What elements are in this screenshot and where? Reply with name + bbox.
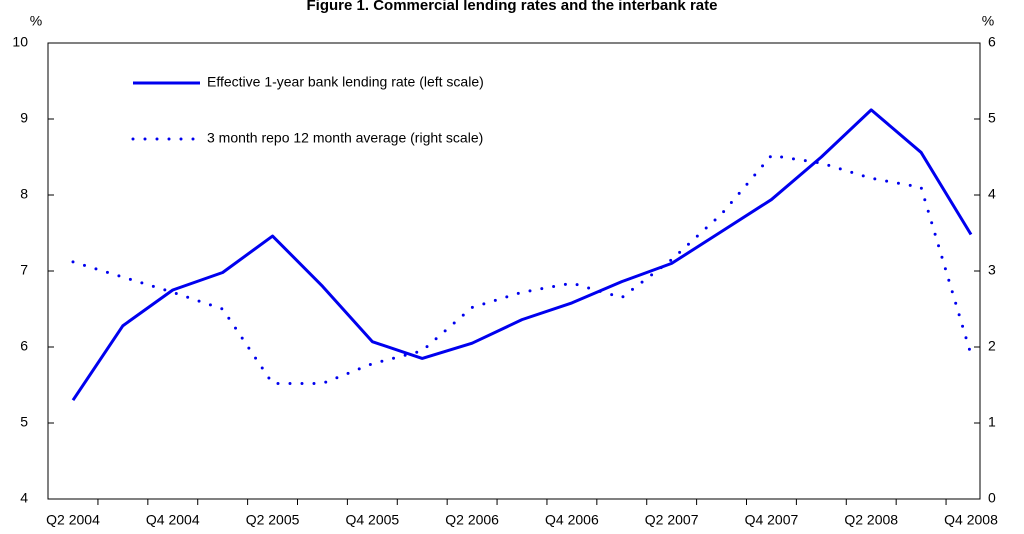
x-tick-label: Q4 2008 — [944, 512, 998, 528]
x-tick-label: Q4 2004 — [146, 512, 200, 528]
x-tick-label: Q4 2005 — [345, 512, 399, 528]
y2-tick-label: 1 — [988, 414, 996, 430]
y-tick-label: 7 — [20, 262, 28, 278]
x-tick-label: Q4 2006 — [545, 512, 599, 528]
y-tick-label: 6 — [20, 338, 28, 354]
chart-title: Figure 1. Commercial lending rates and t… — [307, 0, 718, 14]
y-tick-label: 10 — [12, 34, 28, 50]
y-tick-label: 9 — [20, 110, 28, 126]
y2-tick-label: 5 — [988, 110, 996, 126]
x-tick-label: Q2 2006 — [445, 512, 499, 528]
x-tick-label: Q2 2008 — [844, 512, 898, 528]
x-tick-label: Q2 2004 — [46, 512, 100, 528]
y2-tick-label: 6 — [988, 34, 996, 50]
y-tick-label: 5 — [20, 414, 28, 430]
y2-axis-label: % — [982, 13, 994, 29]
legend-label: 3 month repo 12 month average (right sca… — [207, 130, 483, 146]
y2-tick-label: 2 — [988, 338, 996, 354]
y-tick-label: 4 — [20, 490, 28, 506]
plot-frame — [47, 42, 981, 500]
x-tick-label: Q2 2007 — [645, 512, 699, 528]
y-tick-label: 8 — [20, 186, 28, 202]
legend-label: Effective 1-year bank lending rate (left… — [207, 74, 484, 90]
y2-tick-label: 0 — [988, 490, 996, 506]
series-line — [71, 108, 973, 402]
y2-tick-label: 3 — [988, 262, 996, 278]
x-tick-label: Q4 2007 — [745, 512, 799, 528]
y-axis-label: % — [30, 13, 42, 29]
x-tick-label: Q2 2005 — [246, 512, 300, 528]
series-line — [71, 153, 973, 385]
y2-tick-label: 4 — [988, 186, 996, 202]
